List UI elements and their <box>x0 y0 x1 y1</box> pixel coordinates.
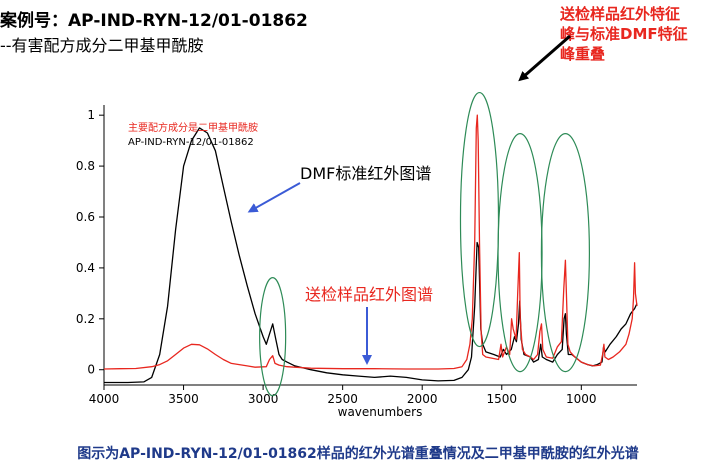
overlap-note: 送检样品红外特征 峰与标准DMF特征 峰重叠 <box>560 4 710 64</box>
ir-spectrum-chart: 0 0.2 0.4 0.6 0.8 1 4000 3500 3000 2500 2000 1500 10… <box>76 34 638 419</box>
overlap-note-line: 峰与标准DMF特征 <box>560 25 688 43</box>
axes <box>99 105 637 390</box>
legend-entry-dmf: 主要配方成分是二甲基甲酰胺 <box>128 121 258 134</box>
series <box>103 114 638 384</box>
legend-entry-sample: AP-IND-RYN-12/01-01862 <box>128 137 254 148</box>
overlap-arrow <box>518 34 571 82</box>
annotation-sample-spectrum: 送检样品红外图谱 <box>305 285 433 304</box>
figure-caption: 图示为AP-IND-RYN-12/01-01862样品的红外光谱重叠情况及二甲基… <box>77 446 639 462</box>
tick-labels: 0 0.2 0.4 0.6 0.8 1 4000 3500 3000 2500 2000 1500 10… <box>76 108 597 406</box>
overlap-note-line: 送检样品红外特征 <box>560 5 681 23</box>
peak-ellipse <box>259 277 287 397</box>
y-tick-label: 0 <box>87 363 95 377</box>
annotation-dmf-standard: DMF标准红外图谱 <box>300 164 431 183</box>
x-tick-label: 3500 <box>168 392 199 406</box>
peak-highlights <box>259 91 591 397</box>
x-tick-label: 3000 <box>248 392 279 406</box>
peak-ellipse <box>540 133 591 373</box>
x-tick-label: 1000 <box>566 392 597 406</box>
y-tick-label: 0.4 <box>76 261 95 275</box>
x-tick-label: 4000 <box>89 392 120 406</box>
peak-ellipse <box>497 133 543 373</box>
case-subtitle: --有害配方成分二甲基甲酰胺 <box>0 36 204 55</box>
y-tick-label: 1 <box>87 108 95 122</box>
x-axis-label: wavenumbers <box>338 405 423 419</box>
x-tick-label: 1500 <box>486 392 517 406</box>
series-line-dmf-standard <box>103 114 638 370</box>
annotation-arrow-standard <box>247 182 301 213</box>
y-tick-label: 0.6 <box>76 210 95 224</box>
x-tick-label: 2500 <box>327 392 358 406</box>
y-tick-label: 0.8 <box>76 159 95 173</box>
x-tick-label: 2000 <box>407 392 438 406</box>
case-title: 案例号：AP-IND-RYN-12/01-01862 <box>0 11 308 31</box>
y-tick-label: 0.2 <box>76 312 95 326</box>
overlap-note-line: 峰重叠 <box>560 45 606 63</box>
